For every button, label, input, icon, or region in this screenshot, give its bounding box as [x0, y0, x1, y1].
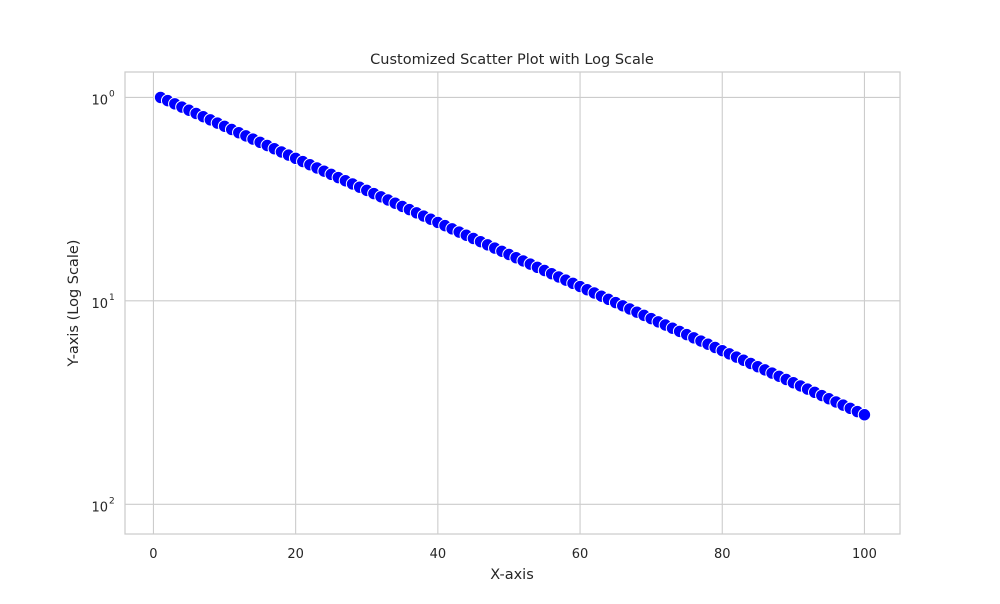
x-tick-label: 100	[852, 547, 877, 562]
y-tick-base: 10	[91, 93, 108, 108]
y-tick-exponent: 2	[109, 496, 115, 506]
x-axis-label: X-axis	[490, 567, 534, 583]
x-tick-label: 20	[287, 547, 304, 562]
y-tick-label: 10 1	[91, 293, 114, 312]
x-tick-label: 40	[430, 547, 447, 562]
y-tick-base: 10	[91, 500, 108, 515]
y-tick-label: 10 2	[91, 496, 114, 515]
data-points	[153, 90, 872, 422]
plot-frame	[124, 71, 901, 535]
x-tick-label: 80	[714, 547, 731, 562]
x-tick-label: 0	[149, 547, 157, 562]
y-tick-exponent: 0	[109, 89, 115, 99]
grid	[125, 72, 900, 534]
x-tick-labels: 0 20 40 60 80 100	[149, 547, 877, 562]
y-tick-exponent: 1	[109, 293, 115, 303]
chart-title: Customized Scatter Plot with Log Scale	[370, 52, 654, 68]
x-tick-label: 60	[572, 547, 589, 562]
y-axis-label: Y-axis (Log Scale)	[66, 240, 82, 368]
scatter-point	[857, 408, 872, 422]
y-tick-base: 10	[91, 297, 108, 312]
y-tick-label: 10 0	[91, 89, 115, 108]
